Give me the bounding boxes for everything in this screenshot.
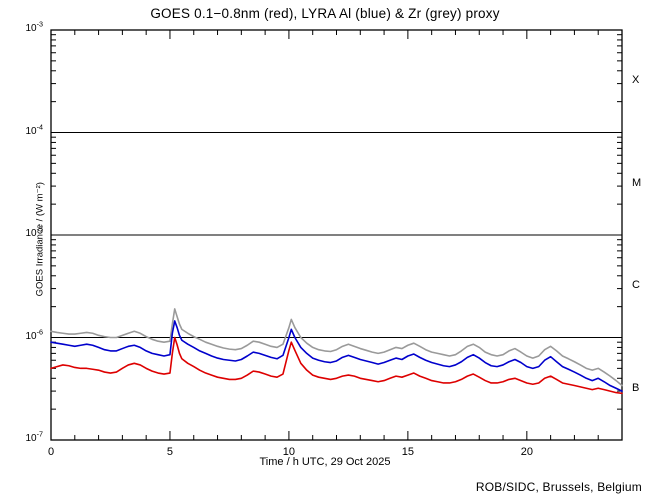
y-axis-tick-label: 10-4 — [25, 122, 43, 137]
y-axis-tick-label: 10-5 — [25, 224, 43, 239]
flare-class-label: B — [632, 381, 640, 394]
series-line-0 — [50, 308, 623, 387]
y-axis-tick-label: 10-7 — [25, 429, 43, 444]
flare-class-label: M — [632, 176, 642, 189]
flare-class-label: C — [632, 279, 640, 292]
x-axis-tick-label: 5 — [166, 446, 174, 458]
y-axis-tick-label: 10-6 — [25, 327, 43, 342]
plot-frame — [50, 29, 623, 441]
x-axis-tick-label: 0 — [47, 446, 55, 458]
x-axis-tick-label: 20 — [520, 446, 533, 458]
flare-class-label: X — [632, 74, 640, 87]
x-axis-tick-label: 10 — [282, 446, 296, 458]
series-line-1 — [50, 320, 623, 392]
series-line-2 — [50, 336, 623, 395]
x-axis-tick-label: 15 — [401, 446, 414, 458]
y-axis-tick-label: 10-3 — [25, 19, 43, 34]
chart-title: GOES 0.1−0.8nm (red), LYRA Al (blue) & Z… — [150, 6, 500, 21]
x-axis-label: Time / h UTC, 29 Oct 2025 — [259, 456, 391, 468]
attribution-footer: ROB/SIDC, Brussels, Belgium — [475, 480, 642, 494]
